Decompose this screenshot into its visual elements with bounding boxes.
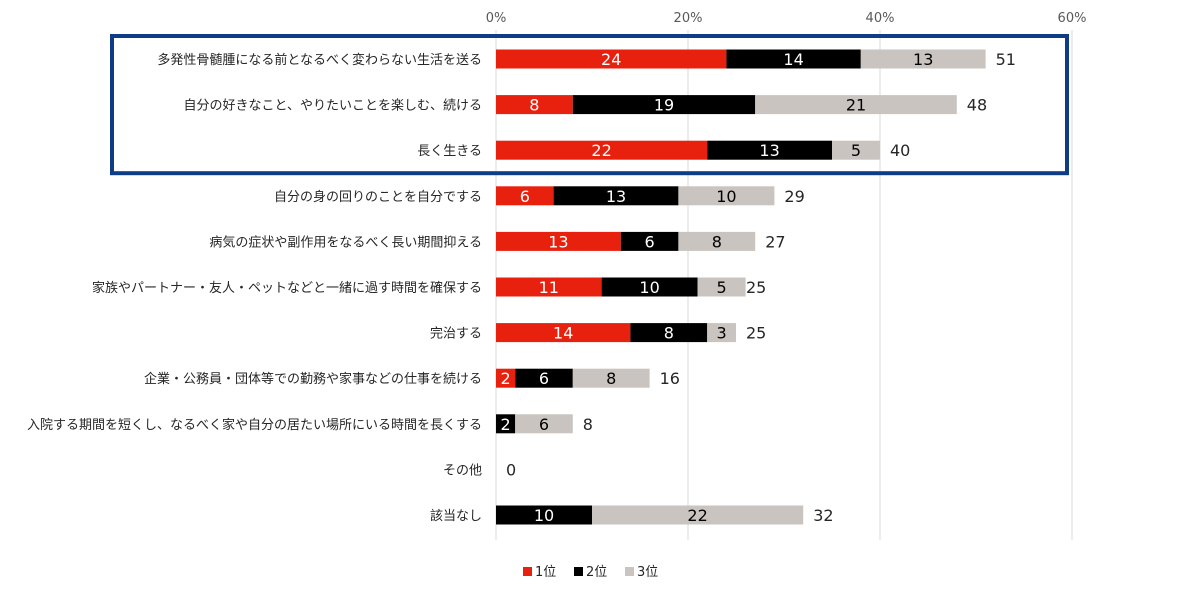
bar-segment <box>620 231 679 251</box>
bar-segment <box>707 140 832 160</box>
total-label: 29 <box>784 187 804 206</box>
bar-segment <box>601 277 698 297</box>
data-label: 14 <box>553 324 573 343</box>
data-label: 8 <box>712 232 722 251</box>
bar-segment <box>678 231 756 251</box>
data-label: 8 <box>529 96 539 115</box>
legend-swatch <box>625 567 634 576</box>
bar-segment <box>697 277 746 297</box>
data-label: 13 <box>606 187 626 206</box>
bar-segment <box>496 505 592 525</box>
bar-segment <box>496 140 708 160</box>
data-label: 2 <box>501 415 511 434</box>
category-label: 企業・公務員・団体等での勤務や家事などの仕事を続ける <box>144 371 482 387</box>
category-label: 病気の症状や副作用をなるべく長い期間抑える <box>209 234 482 250</box>
category-label: その他 <box>443 463 482 478</box>
data-label: 24 <box>601 50 621 69</box>
total-label: 16 <box>660 369 680 388</box>
bar-segment <box>496 368 516 388</box>
total-label: 27 <box>765 232 785 251</box>
bar-segment <box>860 49 986 69</box>
bar-segment <box>496 49 727 69</box>
bar-segment <box>496 277 602 297</box>
bar-segment <box>572 95 756 115</box>
category-label: 多発性骨髄腫になる前となるべく変わらない生活を送る <box>157 52 482 68</box>
data-label: 8 <box>606 369 616 388</box>
data-label: 13 <box>548 232 568 251</box>
bar-segment <box>496 95 573 115</box>
total-label: 40 <box>890 141 910 160</box>
x-tick-label: 20% <box>674 11 703 26</box>
bar-segment <box>515 414 573 434</box>
bar-segment <box>496 186 554 206</box>
legend-swatch <box>574 567 583 576</box>
x-tick-label: 0% <box>486 11 507 26</box>
bar-segment <box>553 186 679 206</box>
category-label: 長く生きる <box>417 144 482 159</box>
x-tick-label: 60% <box>1058 11 1087 26</box>
total-label: 48 <box>967 96 987 115</box>
category-label: 入院する期間を短くし、なるべく家や自分の居たい場所にいる時間を長くする <box>27 417 482 433</box>
highlight-box <box>110 34 1069 176</box>
bar-segment <box>678 186 775 206</box>
data-label: 22 <box>687 506 707 525</box>
data-label: 6 <box>520 187 530 206</box>
legend-label: 1位 <box>535 565 556 580</box>
data-label: 10 <box>716 187 736 206</box>
data-label: 10 <box>639 278 659 297</box>
total-label: 32 <box>813 506 833 525</box>
bar-segment <box>726 49 861 69</box>
data-label: 11 <box>539 278 559 297</box>
data-label: 6 <box>539 415 549 434</box>
bar-segment <box>496 231 621 251</box>
category-label: 自分の身の回りのことを自分でする <box>274 189 482 205</box>
x-tick-label: 40% <box>866 11 895 26</box>
category-label: 完治する <box>430 327 482 342</box>
data-label: 13 <box>913 50 933 69</box>
data-label: 21 <box>846 96 866 115</box>
data-label: 5 <box>717 278 727 297</box>
legend-label: 2位 <box>586 565 607 580</box>
total-label: 51 <box>996 50 1016 69</box>
data-label: 6 <box>645 232 655 251</box>
legend-label: 3位 <box>637 565 658 580</box>
bar-segment <box>496 414 516 434</box>
category-label: 家族やパートナー・友人・ペットなどと一緒に過す時間を確保する <box>92 280 482 296</box>
bar-segment <box>832 140 880 160</box>
total-label: 0 <box>506 460 516 479</box>
bar-segment <box>515 368 573 388</box>
data-label: 3 <box>717 324 727 343</box>
data-label: 2 <box>501 369 511 388</box>
total-label: 8 <box>583 415 593 434</box>
total-label: 25 <box>746 278 766 297</box>
category-label: 自分の好きなこと、やりたいことを楽しむ、続ける <box>184 98 482 114</box>
data-label: 5 <box>851 141 861 160</box>
bar-segment <box>755 95 957 115</box>
data-label: 10 <box>534 506 554 525</box>
bar-segment <box>572 368 650 388</box>
bar-segment <box>592 505 804 525</box>
bar-segment <box>630 323 708 343</box>
category-label: 該当なし <box>430 508 482 524</box>
data-label: 13 <box>759 141 779 160</box>
data-label: 19 <box>654 96 674 115</box>
data-label: 22 <box>591 141 611 160</box>
bar-segment <box>707 323 736 343</box>
legend-swatch <box>523 567 532 576</box>
bar-segment <box>496 323 631 343</box>
data-label: 14 <box>783 50 803 69</box>
data-label: 8 <box>664 324 674 343</box>
data-label: 6 <box>539 369 549 388</box>
total-label: 25 <box>746 324 766 343</box>
